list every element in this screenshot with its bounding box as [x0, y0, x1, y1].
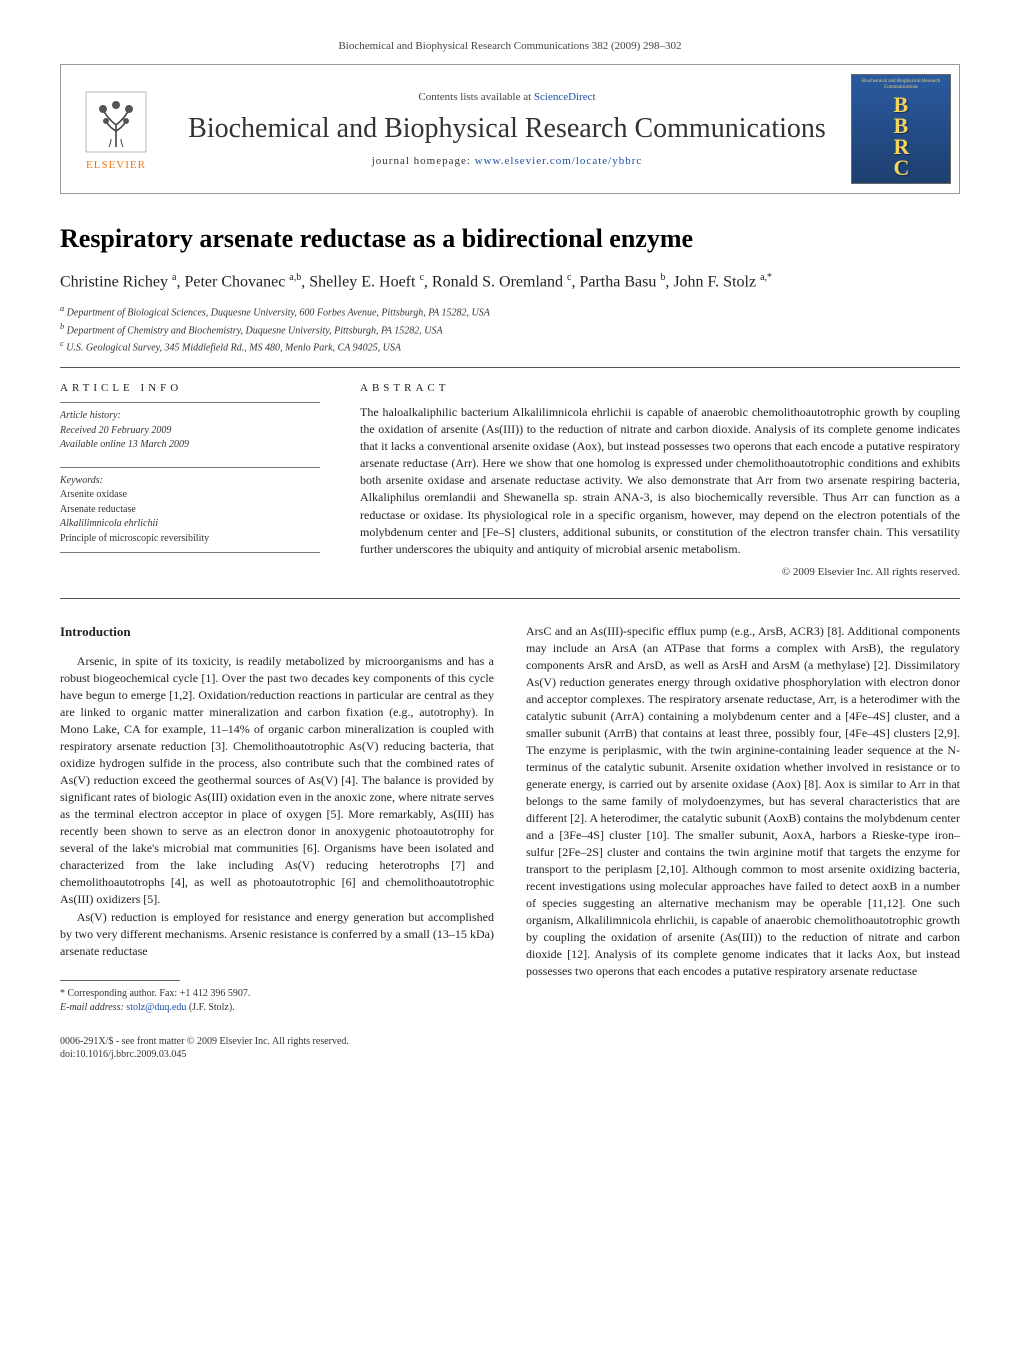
sciencedirect-link[interactable]: ScienceDirect	[534, 91, 596, 103]
info-abstract-row: ARTICLE INFO Article history: Received 2…	[60, 382, 960, 577]
available-date: Available online 13 March 2009	[60, 438, 320, 453]
article-title: Respiratory arsenate reductase as a bidi…	[60, 224, 960, 254]
email-suffix: (J.F. Stolz).	[186, 1002, 234, 1013]
corresponding-author: * Corresponding author. Fax: +1 412 396 …	[60, 987, 494, 1001]
received-date: Received 20 February 2009	[60, 424, 320, 439]
contents-label: Contents lists available at	[418, 91, 533, 103]
journal-header: ELSEVIER Contents lists available at Sci…	[60, 64, 960, 194]
affiliations: a Department of Biological Sciences, Duq…	[60, 303, 960, 355]
keyword-4: Principle of microscopic reversibility	[60, 532, 320, 547]
left-column: Introduction Arsenic, in spite of its to…	[60, 623, 494, 1062]
author-list: Christine Richey a, Peter Chovanec a,b, …	[60, 272, 960, 291]
keyword-2: Arsenate reductase	[60, 503, 320, 518]
keywords-block: Keywords: Arsenite oxidase Arsenate redu…	[60, 467, 320, 554]
bbrc-cover-icon: Biochemical and Biophysical Research Com…	[851, 74, 951, 184]
right-column: ArsC and an As(III)-specific efflux pump…	[526, 623, 960, 1062]
separator-mid	[60, 598, 960, 599]
journal-homepage: journal homepage: www.elsevier.com/locat…	[171, 155, 843, 167]
header-center: Contents lists available at ScienceDirec…	[171, 91, 843, 167]
history-label: Article history:	[60, 409, 320, 424]
intro-paragraph-1: Arsenic, in spite of its toxicity, is re…	[60, 653, 494, 908]
journal-running-head: Biochemical and Biophysical Research Com…	[60, 40, 960, 52]
affiliation-b: b Department of Chemistry and Biochemist…	[60, 321, 960, 338]
intro-paragraph-right: ArsC and an As(III)-specific efflux pump…	[526, 623, 960, 981]
journal-name: Biochemical and Biophysical Research Com…	[171, 113, 843, 145]
intro-paragraph-2: As(V) reduction is employed for resistan…	[60, 909, 494, 960]
bottom-meta: 0006-291X/$ - see front matter © 2009 El…	[60, 1035, 494, 1062]
bbrc-cover-small-text: Biochemical and Biophysical Research Com…	[852, 79, 950, 91]
bbrc-letters: BBRC	[894, 95, 909, 179]
article-history: Article history: Received 20 February 20…	[60, 402, 320, 453]
corresponding-footnote: * Corresponding author. Fax: +1 412 396 …	[60, 987, 494, 1015]
abstract-heading: ABSTRACT	[360, 382, 960, 394]
affiliation-c: c U.S. Geological Survey, 345 Middlefiel…	[60, 338, 960, 355]
elsevier-logo: ELSEVIER	[61, 81, 171, 177]
affiliation-a: a Department of Biological Sciences, Duq…	[60, 303, 960, 320]
footnote-separator	[60, 980, 180, 981]
email-label: E-mail address:	[60, 1002, 126, 1013]
email-link[interactable]: stolz@duq.edu	[126, 1002, 186, 1013]
keyword-3: Alkalilimnicola ehrlichii	[60, 517, 320, 532]
contents-available: Contents lists available at ScienceDirec…	[171, 91, 843, 103]
email-line: E-mail address: stolz@duq.edu (J.F. Stol…	[60, 1001, 494, 1015]
article-info: ARTICLE INFO Article history: Received 2…	[60, 382, 320, 577]
homepage-label: journal homepage:	[372, 155, 475, 167]
article-info-heading: ARTICLE INFO	[60, 382, 320, 394]
doi-line: doi:10.1016/j.bbrc.2009.03.045	[60, 1048, 494, 1062]
keywords-label: Keywords:	[60, 474, 320, 489]
homepage-link[interactable]: www.elsevier.com/locate/ybbrc	[475, 155, 643, 167]
abstract-text: The haloalkaliphilic bacterium Alkalilim…	[360, 404, 960, 557]
issn-line: 0006-291X/$ - see front matter © 2009 El…	[60, 1035, 494, 1049]
body-columns: Introduction Arsenic, in spite of its to…	[60, 623, 960, 1062]
abstract-copyright: © 2009 Elsevier Inc. All rights reserved…	[360, 566, 960, 578]
introduction-heading: Introduction	[60, 623, 494, 641]
abstract: ABSTRACT The haloalkaliphilic bacterium …	[360, 382, 960, 577]
elsevier-tree-icon	[81, 87, 151, 157]
elsevier-label: ELSEVIER	[86, 159, 146, 171]
keyword-1: Arsenite oxidase	[60, 488, 320, 503]
separator-top	[60, 367, 960, 368]
